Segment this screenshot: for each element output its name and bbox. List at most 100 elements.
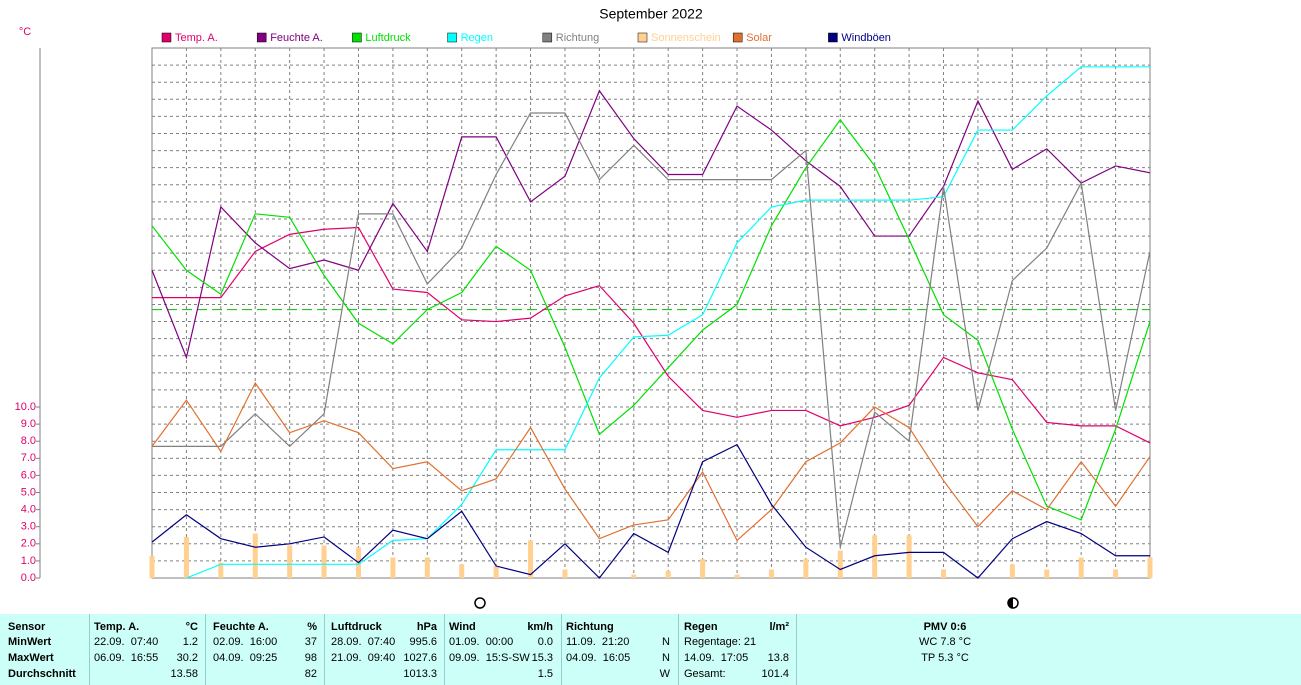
- table-cell: 1.2: [182, 636, 198, 648]
- sunshine-bar: [493, 566, 499, 578]
- y-tick-label: 2.0: [21, 538, 36, 550]
- legend-swatch: [352, 32, 362, 43]
- y-tick-label: 0.0: [21, 572, 36, 584]
- separator: [89, 614, 90, 685]
- y-tick-label: 7.0: [21, 452, 36, 464]
- table-cell: 82: [304, 668, 317, 680]
- separator: [796, 614, 797, 685]
- table-cell: 98: [304, 652, 317, 664]
- sunshine-bar: [1078, 557, 1084, 578]
- legend-label: Luftdruck: [365, 32, 411, 44]
- table-cell: Regentage: 21: [684, 636, 757, 648]
- sunshine-bar: [872, 535, 878, 578]
- y-tick-label: 10.0: [15, 401, 36, 413]
- unit: hPa: [416, 621, 437, 633]
- table-cell: 22.09. 07:40: [94, 636, 159, 648]
- sunshine-bar: [183, 536, 189, 578]
- row-label: MinWert: [8, 636, 52, 648]
- table-cell: 11.09. 21:20: [566, 636, 630, 648]
- table-cell: N: [662, 652, 670, 664]
- table-cell: 1027.6: [403, 652, 437, 664]
- series-line: [151, 443, 1150, 579]
- table-cell: 14.09. 17:05: [684, 652, 749, 664]
- pmv-line: TP 5.3 °C: [921, 652, 969, 664]
- sunshine-bar: [321, 545, 327, 578]
- unit: °C: [185, 621, 198, 633]
- sunshine-bar: [837, 550, 843, 578]
- table-cell: 37: [304, 636, 317, 648]
- y-axis-label: °C: [19, 26, 31, 38]
- unit: %: [307, 621, 317, 633]
- sunshine-bar: [700, 559, 706, 578]
- legend-swatch: [447, 32, 457, 43]
- full-moon-icon: [474, 597, 486, 609]
- table-cell: 13.58: [170, 668, 198, 680]
- sunshine-bar: [562, 569, 568, 578]
- table-cell: 995.6: [409, 636, 437, 648]
- sunshine-bar: [149, 555, 155, 578]
- table-cell: 0.0: [537, 636, 553, 648]
- grid: [152, 48, 1150, 578]
- moon-phase-shade: [1008, 598, 1013, 608]
- series-line: [152, 226, 1151, 444]
- y-tick-label: 5.0: [21, 486, 36, 498]
- unit: l/m²: [769, 621, 789, 633]
- separator: [678, 614, 679, 685]
- table-cell: 28.09. 07:40: [331, 636, 396, 648]
- sunshine-bar: [424, 557, 430, 578]
- legend-swatch: [161, 32, 172, 43]
- row-label: MaxWert: [8, 652, 54, 664]
- sunshine-bar: [803, 559, 809, 578]
- header: Luftdruck: [331, 621, 382, 633]
- sunshine-bar: [252, 533, 258, 578]
- y-tick-label: 6.0: [21, 469, 36, 481]
- stats-table: Sensor MinWert MaxWert Durchschnitt Temp. A.…: [0, 614, 1301, 685]
- sunshine-bar: [390, 557, 396, 578]
- series-line: [151, 118, 1151, 521]
- header: Wind: [449, 621, 476, 633]
- header: Temp. A.: [94, 621, 140, 633]
- sunshine-bar: [1113, 569, 1119, 578]
- table-cell: 01.09. 00:00: [449, 636, 514, 648]
- table-cell: 1.5: [537, 668, 553, 680]
- legend-label: Richtung: [556, 32, 599, 44]
- table-cell: 21.09. 09:40: [331, 652, 396, 664]
- unit: km/h: [527, 621, 553, 633]
- header: Richtung: [566, 621, 614, 633]
- legend-swatch: [256, 32, 267, 43]
- header: Sensor: [8, 621, 46, 633]
- y-tick-label: 3.0: [21, 521, 36, 533]
- table-cell: 13.8: [767, 652, 789, 664]
- header: Regen: [684, 621, 718, 633]
- legend-label: Solar: [746, 32, 772, 44]
- series-line: [186, 66, 1150, 579]
- plot-frame: [151, 47, 1151, 579]
- separator: [205, 614, 206, 685]
- table-cell: Gesamt:: [684, 668, 726, 680]
- pmv-title: PMV 0:6: [923, 621, 967, 633]
- y-tick-label: 9.0: [21, 418, 36, 430]
- y-tick-label: 8.0: [21, 435, 36, 447]
- sunshine-bar: [1009, 564, 1015, 578]
- table-cell: W: [659, 668, 670, 680]
- sunshine-bar: [459, 564, 465, 578]
- table-cell: 1013.3: [403, 668, 437, 680]
- sunshine-bar: [768, 569, 774, 578]
- legend-swatch: [732, 32, 743, 43]
- y-tick-label: 4.0: [21, 504, 36, 516]
- legend-swatch: [637, 32, 648, 43]
- separator: [561, 614, 562, 685]
- series-line: [152, 112, 1151, 548]
- y-tick-label: 1.0: [21, 555, 36, 567]
- sunshine-bar: [528, 540, 534, 578]
- table-cell: 02.09. 16:00: [213, 636, 278, 648]
- table-cell: 101.4: [761, 668, 789, 680]
- series-line: [151, 381, 1151, 542]
- legend-swatch: [828, 32, 838, 43]
- row-label: Durchschnitt: [8, 668, 76, 680]
- chart: September 2022 °C 0.0 1.0 2.0 3.0 4.0 5.0 6.0 7…: [15, 6, 1153, 609]
- chart-title: September 2022: [599, 6, 703, 22]
- legend-label: Feuchte A.: [270, 32, 323, 44]
- legend-label: Regen: [461, 32, 493, 44]
